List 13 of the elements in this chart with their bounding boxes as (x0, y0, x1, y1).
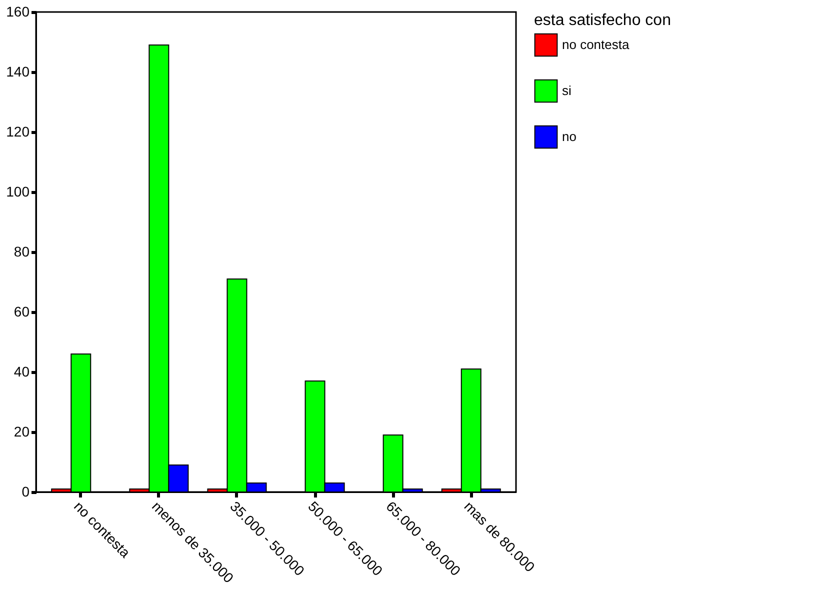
y-tick-label: 100 (6, 184, 30, 200)
y-tick-label: 160 (6, 4, 30, 20)
y-tick-label: 60 (14, 304, 30, 320)
y-tick-label: 140 (6, 64, 30, 80)
legend-title: esta satisfecho con (534, 12, 671, 29)
y-tick-label: 80 (14, 244, 30, 260)
y-tick-label: 40 (14, 364, 30, 380)
y-tick-label: 120 (6, 124, 30, 140)
y-tick-label: 20 (14, 424, 30, 440)
y-tick-label: 0 (22, 484, 30, 500)
legend-label: si (562, 83, 572, 98)
legend-label: no contesta (562, 37, 630, 52)
legend-label: no (562, 129, 576, 144)
